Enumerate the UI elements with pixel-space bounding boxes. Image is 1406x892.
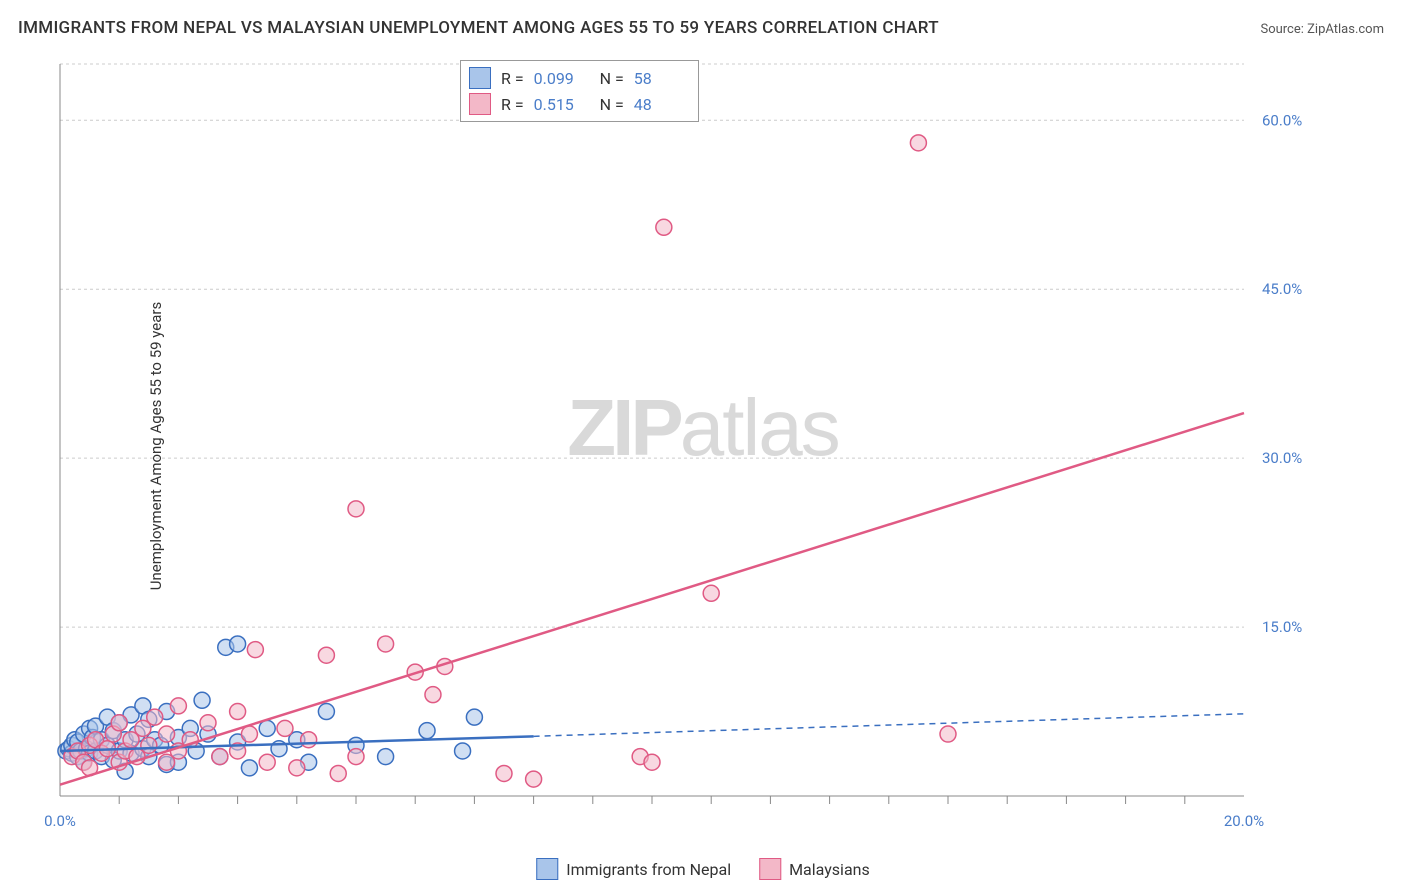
legend-label-2: Malaysians xyxy=(789,860,870,879)
stats-row-series-1: R = 0.099 N = 58 xyxy=(469,65,690,91)
stat-r-value-2: 0.515 xyxy=(534,95,590,114)
legend-swatch-2 xyxy=(759,858,781,880)
legend-label-1: Immigrants from Nepal xyxy=(566,860,731,879)
svg-text:15.0%: 15.0% xyxy=(1262,618,1302,636)
source-attribution: Source: ZipAtlas.com xyxy=(1260,22,1384,37)
swatch-series-1 xyxy=(469,67,491,89)
svg-text:0.0%: 0.0% xyxy=(44,812,76,830)
legend: Immigrants from Nepal Malaysians xyxy=(536,858,870,880)
correlation-stats-box: R = 0.099 N = 58 R = 0.515 N = 48 xyxy=(460,60,699,122)
stats-row-series-2: R = 0.515 N = 48 xyxy=(469,91,690,117)
svg-text:60.0%: 60.0% xyxy=(1262,111,1302,129)
stat-n-value-2: 48 xyxy=(634,95,690,114)
stat-r-label: R = xyxy=(501,69,524,88)
legend-swatch-1 xyxy=(536,858,558,880)
legend-item-1: Immigrants from Nepal xyxy=(536,858,731,880)
scatter-svg: 0.0%20.0%15.0%30.0%45.0%60.0% xyxy=(52,56,1324,836)
stat-n-value-1: 58 xyxy=(634,69,690,88)
stat-r-label: R = xyxy=(501,95,524,114)
svg-text:45.0%: 45.0% xyxy=(1262,280,1302,298)
legend-item-2: Malaysians xyxy=(759,858,870,880)
swatch-series-2 xyxy=(469,93,491,115)
stat-r-value-1: 0.099 xyxy=(534,69,590,88)
plot-area: 0.0%20.0%15.0%30.0%45.0%60.0% xyxy=(52,56,1324,836)
stat-n-label: N = xyxy=(600,95,624,114)
chart-title: IMMIGRANTS FROM NEPAL VS MALAYSIAN UNEMP… xyxy=(18,18,939,38)
svg-text:20.0%: 20.0% xyxy=(1224,812,1264,830)
svg-text:30.0%: 30.0% xyxy=(1262,449,1302,467)
stat-n-label: N = xyxy=(600,69,624,88)
